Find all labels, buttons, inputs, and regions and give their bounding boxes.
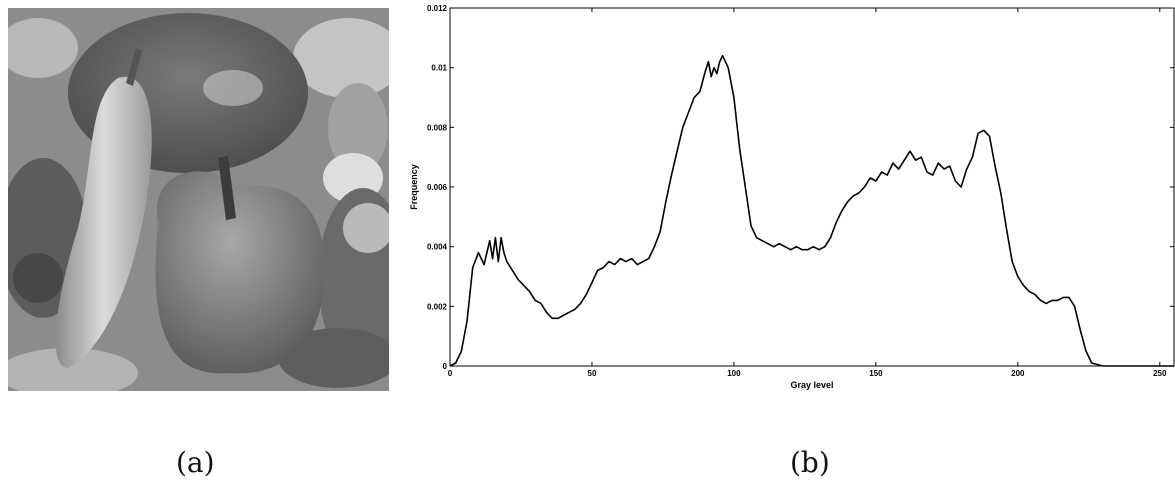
x-tick-label: 50 [588, 369, 597, 378]
peppers-photo [0, 8, 408, 398]
x-tick-label: 100 [727, 369, 741, 378]
y-tick-label: 0.004 [427, 243, 448, 252]
histogram-svg: 0 50 100 150 200 250 0 0.002 0.004 0.006 0.008 0.01… [409, 4, 1175, 390]
plot-frame [449, 7, 1175, 367]
x-tick-label: 0 [448, 369, 453, 378]
x-tick-label: 150 [869, 369, 883, 378]
frequency-line [449, 54, 1174, 367]
x-axis-label: Gray level [790, 380, 833, 390]
x-tick-label: 250 [1153, 369, 1167, 378]
y-tick-label: 0.008 [427, 123, 448, 132]
y-tick-label: 0.012 [427, 4, 448, 13]
y-tick-label: 0 [443, 362, 448, 371]
tick-group: 0 50 100 150 200 250 0 0.002 0.004 0.006 0.008 0.01… [427, 4, 1174, 378]
caption-b: (b) [790, 446, 830, 479]
caption-a: (a) [176, 446, 215, 479]
peppers-photo-drawing [0, 8, 408, 398]
y-tick-label: 0.006 [427, 183, 448, 192]
x-tick-label: 200 [1011, 369, 1025, 378]
histogram-chart: 0 50 100 150 200 250 0 0.002 0.004 0.006 0.008 0.01… [400, 0, 1175, 400]
y-tick-label: 0.01 [431, 64, 447, 73]
y-axis-label: Frequency [409, 164, 419, 210]
y-tick-label: 0.002 [427, 302, 448, 311]
